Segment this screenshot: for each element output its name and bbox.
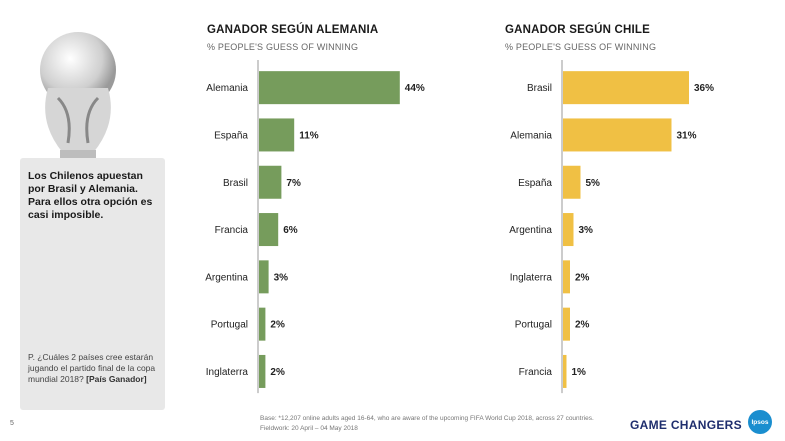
base-footnote: Base: *12,207 online adults aged 16-64, … — [260, 415, 594, 432]
value-label: 3% — [274, 272, 289, 283]
category-label: Alemania — [206, 83, 248, 94]
value-label: 7% — [286, 178, 301, 189]
value-label: 2% — [575, 320, 590, 331]
bar-portugal — [259, 307, 266, 341]
bar-alemania — [259, 71, 400, 105]
insight-headline: Los Chilenos apuestan por Brasil y Alema… — [28, 170, 153, 221]
value-label: 2% — [575, 272, 590, 283]
bar-españa — [563, 165, 581, 199]
page-number: 5 — [10, 420, 14, 427]
value-label: 36% — [694, 83, 714, 94]
world-cup-trophy-image — [40, 32, 116, 170]
bar-españa — [259, 118, 295, 152]
value-label: 2% — [270, 367, 285, 378]
bar-inglaterra — [259, 354, 266, 388]
category-label: Brasil — [527, 83, 552, 94]
category-label: Portugal — [211, 320, 248, 331]
value-label: 3% — [579, 225, 594, 236]
survey-question-tag: [País Ganador] — [86, 374, 147, 384]
chart-subtitle-alemania: % PEOPLE'S GUESS OF WINNING — [207, 42, 359, 52]
category-label: Alemania — [510, 130, 552, 141]
value-label: 6% — [283, 225, 298, 236]
bar-inglaterra — [563, 260, 570, 294]
bar-argentina — [259, 260, 269, 294]
value-label: 44% — [405, 83, 425, 94]
survey-question-text: P. ¿Cuáles 2 países cree estarán jugando… — [28, 352, 156, 384]
category-label: España — [518, 178, 552, 189]
chart-subtitle-chile: % PEOPLE'S GUESS OF WINNING — [505, 42, 657, 52]
bar-argentina — [563, 213, 574, 247]
value-label: 31% — [677, 130, 697, 141]
bar-francia — [259, 213, 279, 247]
chart-title-chile: GANADOR SEGÚN CHILE — [505, 24, 651, 36]
category-label: Portugal — [515, 320, 552, 331]
category-label: Argentina — [205, 272, 248, 283]
category-label: Francia — [215, 225, 249, 236]
category-label: Inglaterra — [206, 367, 249, 378]
bar-chart-alemania: Alemania 44% España 11% Brasil 7% Francia 6% Arg… — [205, 60, 425, 394]
ipsos-logo-text: Ipsos — [751, 418, 769, 426]
bar-portugal — [563, 307, 570, 341]
category-label: Francia — [519, 367, 553, 378]
game-changers-brand: GAME CHANGERS — [630, 418, 742, 432]
bar-brasil — [259, 165, 282, 199]
category-label: Brasil — [223, 178, 248, 189]
survey-question: P. ¿Cuáles 2 países cree estarán jugando… — [28, 352, 162, 385]
insight-panel: Los Chilenos apuestan por Brasil y Alema… — [20, 158, 165, 410]
bar-francia — [563, 354, 567, 388]
chart-title-alemania: GANADOR SEGÚN ALEMANIA — [207, 24, 379, 36]
category-label: Inglaterra — [510, 272, 553, 283]
category-label: Argentina — [509, 225, 552, 236]
bar-alemania — [563, 118, 672, 152]
ipsos-logo: Ipsos — [748, 410, 772, 434]
category-label: España — [214, 130, 248, 141]
value-label: 5% — [586, 178, 601, 189]
value-label: 1% — [572, 367, 587, 378]
value-label: 2% — [270, 320, 285, 331]
bar-chart-chile: Brasil 36% Alemania 31% España 5% Argentina 3% I… — [509, 60, 714, 394]
value-label: 11% — [299, 130, 319, 141]
bar-brasil — [563, 71, 689, 105]
